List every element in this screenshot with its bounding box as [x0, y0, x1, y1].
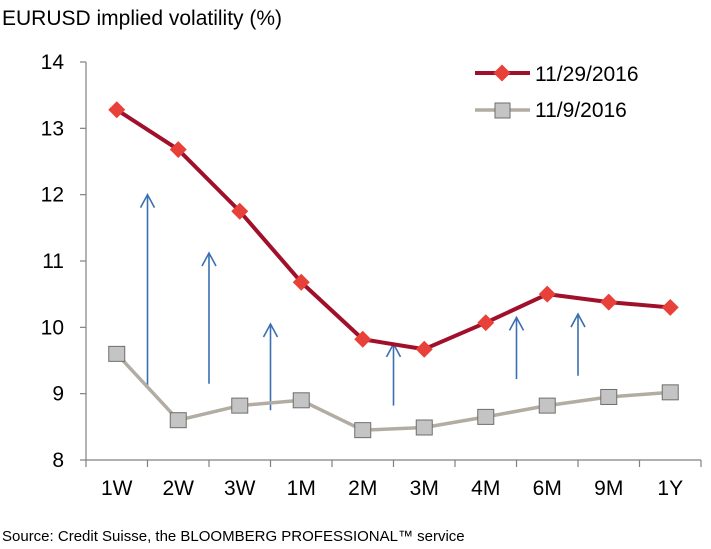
- y-tick-label: 8: [52, 449, 64, 472]
- series-2-point: [661, 384, 679, 401]
- series-1-line: [115, 108, 671, 352]
- arrow-head: [570, 312, 586, 328]
- legend-marker-series-2: [494, 102, 511, 119]
- x-tick-label: 1W: [101, 477, 133, 500]
- change-arrows: [139, 192, 586, 411]
- series-2-point: [354, 422, 372, 439]
- series-1-point: [292, 273, 310, 291]
- x-tick-label: 2M: [348, 477, 377, 500]
- x-tick-label: 4M: [471, 477, 500, 500]
- series-2-point: [169, 412, 187, 429]
- series-2-point: [600, 388, 618, 405]
- series-2-point: [108, 345, 126, 362]
- y-tick-label: 14: [41, 51, 65, 74]
- series-1-point: [661, 298, 679, 316]
- x-tick-label: 6M: [533, 477, 562, 500]
- series-1-point: [354, 330, 372, 348]
- y-tick-label: 11: [42, 250, 64, 273]
- series-2-point: [415, 419, 433, 436]
- legend: 11/29/2016 11/9/2016: [475, 63, 639, 122]
- x-ticks: 1W 2W 3W 1M 2M 3M 4M 6M 9M 1Y: [85, 460, 702, 500]
- y-ticks: 8 9 10 11 12 13 14: [41, 51, 86, 472]
- series-1-point: [477, 314, 495, 332]
- x-tick-label: 2W: [163, 477, 195, 500]
- legend-marker-series-1: [493, 64, 511, 82]
- y-tick-label: 10: [41, 316, 64, 339]
- y-tick-label: 9: [52, 383, 64, 406]
- series-1-point: [415, 340, 433, 358]
- chart-title: EURUSD implied volatility (%): [2, 7, 282, 30]
- arrow-head: [508, 315, 525, 331]
- series-layer: [108, 101, 679, 439]
- series-1-point: [600, 293, 618, 311]
- arrow-head: [262, 322, 279, 338]
- series-1-point: [231, 202, 249, 220]
- x-tick-label: 9M: [594, 477, 623, 500]
- legend-label-series-1: 11/29/2016: [535, 63, 639, 86]
- series-1-point: [108, 101, 126, 119]
- arrow-head: [139, 192, 156, 209]
- x-tick-label: 3W: [224, 477, 256, 500]
- x-tick-label: 1Y: [657, 477, 683, 500]
- y-tick-label: 12: [41, 184, 64, 207]
- x-tick-label: 1M: [287, 477, 316, 500]
- source-note: Source: Credit Suisse, the BLOOMBERG PRO…: [2, 528, 465, 545]
- arrow-head: [201, 251, 217, 267]
- series-2-point: [292, 392, 310, 409]
- series-1-point: [538, 285, 556, 303]
- series-1-point: [169, 141, 187, 159]
- series-2-line: [115, 352, 671, 432]
- series-2-point: [538, 397, 556, 414]
- series-2-point: [231, 397, 249, 414]
- y-tick-label: 13: [41, 117, 64, 140]
- x-tick-label: 3M: [410, 477, 439, 500]
- legend-label-series-2: 11/9/2016: [535, 99, 627, 122]
- series-2-point: [477, 408, 495, 425]
